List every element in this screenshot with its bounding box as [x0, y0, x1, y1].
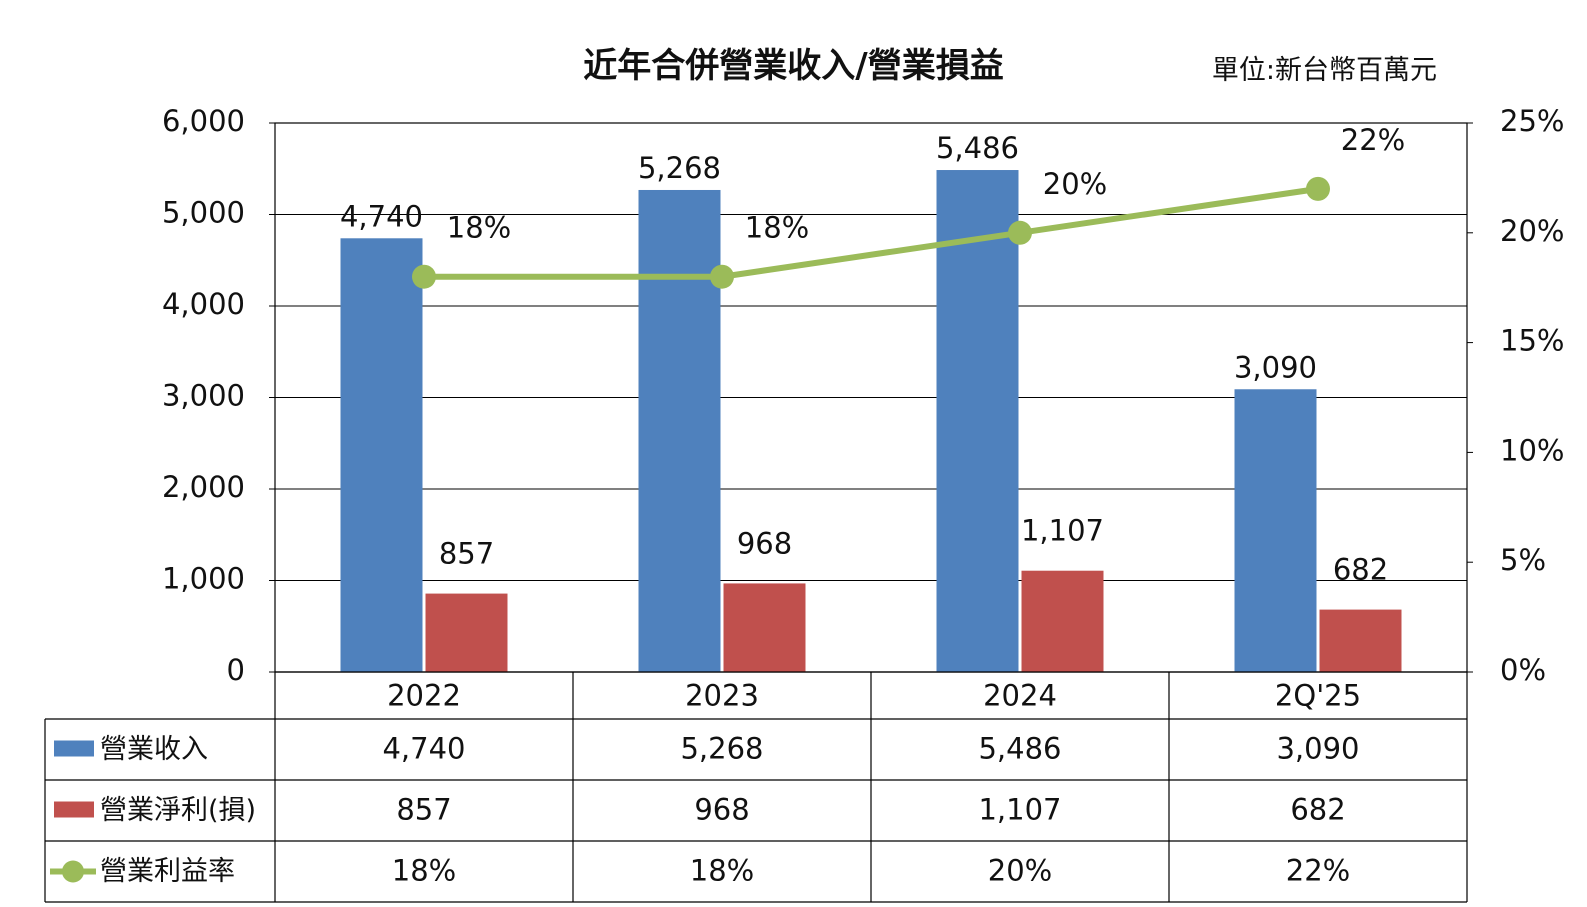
margin-point [1008, 220, 1032, 245]
bar-revenue-label: 5,486 [936, 131, 1019, 165]
table-cell-value: 5,486 [978, 732, 1061, 766]
bar-operating-income-label: 682 [1333, 553, 1388, 587]
table-cell-value: 5,268 [680, 732, 763, 766]
y-left-tick-label: 4,000 [162, 287, 245, 321]
x-category-label: 2023 [685, 679, 759, 713]
bar-revenue [936, 170, 1019, 672]
bar-operating-income-label: 857 [439, 537, 494, 571]
y-left-tick-label: 3,000 [162, 379, 245, 413]
table-cell-value: 3,090 [1276, 732, 1359, 766]
margin-point [1306, 176, 1330, 201]
y-left-tick-label: 6,000 [162, 104, 245, 138]
table-cell-value: 18% [392, 854, 456, 888]
y-right-tick-label: 5% [1500, 543, 1546, 577]
margin-point-label: 22% [1341, 123, 1405, 157]
margin-point-label: 20% [1043, 167, 1107, 201]
table-cell-value: 20% [988, 854, 1052, 888]
y-right-tick-label: 0% [1500, 653, 1546, 687]
bar-revenue-label: 3,090 [1234, 350, 1317, 384]
table-cell-value: 682 [1290, 793, 1345, 827]
y-left-tick-label: 1,000 [162, 562, 245, 596]
bar-operating-income [1319, 609, 1402, 672]
margin-line [424, 185, 1319, 280]
margin-point [710, 264, 734, 289]
bar-revenue [1234, 389, 1317, 672]
bar-operating-income-label: 1,107 [1021, 514, 1104, 548]
bar-revenue [340, 238, 423, 673]
table-cell-value: 1,107 [978, 793, 1061, 827]
margin-point [412, 264, 436, 289]
legend-key-operating-income [54, 801, 94, 818]
table-cell-value: 968 [694, 793, 749, 827]
table-cell-value: 22% [1286, 854, 1350, 888]
table-cell-value: 4,740 [382, 732, 465, 766]
y-left-tick-label: 2,000 [162, 470, 245, 504]
y-right-tick-label: 20% [1500, 214, 1564, 248]
bar-operating-income-label: 968 [737, 526, 792, 560]
x-category-label: 2022 [387, 679, 461, 713]
y-left-tick-label: 5,000 [162, 196, 245, 230]
table-cell-value: 18% [690, 854, 754, 888]
y-left-tick-label: 0 [227, 653, 245, 687]
legend-series-name: 營業利益率 [100, 856, 235, 887]
y-right-tick-label: 10% [1500, 433, 1564, 467]
table-cell-value: 857 [396, 793, 451, 827]
legend-key-revenue [54, 740, 94, 757]
bar-revenue [638, 189, 721, 672]
legend-key-margin-point [62, 860, 84, 883]
y-right-tick-label: 15% [1500, 324, 1564, 358]
bar-operating-income [425, 593, 508, 672]
x-category-label: 2024 [983, 679, 1057, 713]
chart-title: 近年合併營業收入/營業損益 [583, 46, 1004, 86]
y-right-tick-label: 25% [1500, 104, 1564, 138]
bar-operating-income [1021, 570, 1104, 672]
unit-label: 單位:新台幣百萬元 [1211, 55, 1437, 86]
bar-revenue-label: 5,268 [638, 151, 721, 185]
x-category-label: 2Q'25 [1275, 679, 1361, 713]
bar-operating-income [723, 583, 806, 672]
legend-series-name: 營業收入 [100, 734, 208, 765]
legend-series-name: 營業淨利(損) [100, 795, 256, 826]
bar-revenue-label: 4,740 [340, 199, 423, 233]
margin-point-label: 18% [447, 211, 511, 245]
margin-point-label: 18% [745, 211, 809, 245]
